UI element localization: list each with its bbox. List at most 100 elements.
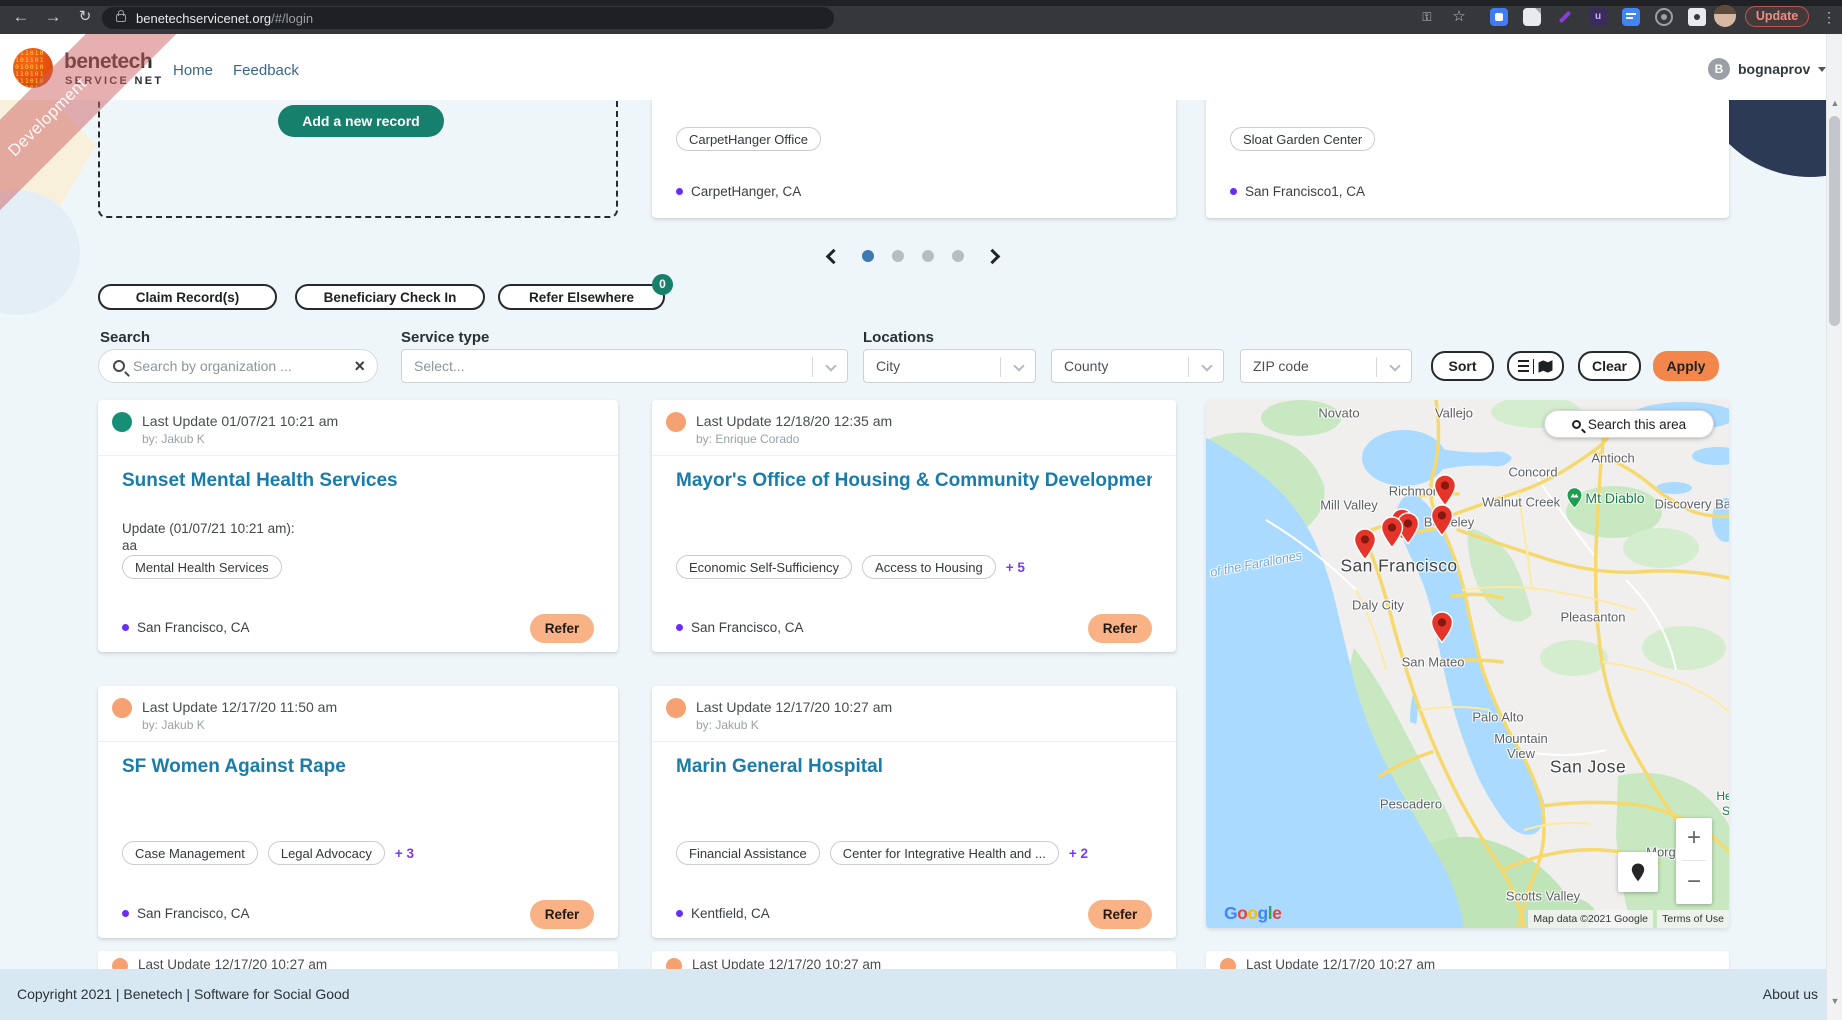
org-title[interactable]: Sunset Mental Health Services (122, 470, 398, 491)
search-icon (1571, 419, 1581, 429)
map-label: Scotts Valley (1505, 888, 1581, 904)
add-record-button[interactable]: Add a new record (278, 105, 444, 137)
puzzle-extensions-icon[interactable] (1688, 8, 1706, 26)
location-dot-icon (676, 188, 683, 195)
list-view-icon (1517, 360, 1529, 372)
video-extension-icon[interactable] (1490, 8, 1508, 26)
zoom-out-button[interactable]: − (1686, 868, 1701, 895)
benetech-logo-icon[interactable]: 011010 101101 010010 110101 011010 101011 (13, 48, 53, 88)
map-label: He (1716, 789, 1729, 803)
more-chips-count[interactable]: + 3 (394, 845, 415, 861)
map-pin[interactable] (1430, 611, 1454, 644)
chrome-update-button[interactable]: Update (1745, 6, 1809, 27)
apply-button[interactable]: Apply (1653, 351, 1719, 381)
update-note: Update (01/07/21 10:21 am): (122, 521, 295, 536)
county-select[interactable]: County (1051, 349, 1224, 383)
carousel-dot[interactable] (952, 250, 964, 262)
service-chip: Mental Health Services (122, 555, 282, 579)
map-label: Richmond (1388, 483, 1448, 499)
carousel-dot[interactable] (922, 250, 934, 262)
clear-search-icon[interactable]: × (354, 356, 365, 376)
refer-button[interactable]: Refer (1088, 900, 1152, 929)
carousel-prev-icon[interactable] (825, 248, 842, 264)
results-map[interactable]: Novato Vallejo Antioch Concord Walnut Creek M… (1206, 400, 1729, 928)
updated-by: by: Jakub K (142, 432, 205, 446)
city-select[interactable]: City (863, 349, 1036, 383)
refer-button[interactable]: Refer (1088, 614, 1152, 643)
scroll-down-icon[interactable]: ▼ (1830, 996, 1840, 1006)
feather-extension-icon[interactable] (1556, 8, 1574, 26)
location-dot-icon (122, 624, 129, 631)
map-pin[interactable] (1353, 528, 1377, 561)
search-input-wrap: × (98, 349, 378, 383)
scroll-up-icon[interactable]: ▲ (1830, 98, 1840, 108)
scrollbar-thumb[interactable] (1829, 116, 1840, 326)
refer-button[interactable]: Refer (530, 614, 594, 643)
location-dot-icon (122, 910, 129, 917)
map-pin[interactable] (1433, 474, 1457, 507)
zip-select[interactable]: ZIP code (1240, 349, 1412, 383)
last-update: Last Update 01/07/21 10:21 am (142, 413, 339, 429)
about-us-link[interactable]: About us (1762, 986, 1818, 1002)
map-pin[interactable] (1430, 504, 1454, 537)
nav-home[interactable]: Home (173, 62, 214, 79)
nav-feedback[interactable]: Feedback (233, 62, 299, 79)
page-scrollbar[interactable]: ▲ ▼ (1826, 34, 1842, 1020)
location-dot-icon (1230, 188, 1237, 195)
partial-result-card: Last Update 12/17/20 10:27 am (652, 951, 1176, 969)
library-extension-icon[interactable]: u (1589, 8, 1607, 26)
notes-extension-icon[interactable] (1523, 8, 1541, 26)
service-type-select[interactable]: Select... (401, 349, 848, 383)
clear-button[interactable]: Clear (1578, 351, 1641, 381)
search-label: Search (100, 329, 151, 346)
map-pin-toggle-button[interactable] (1618, 852, 1658, 892)
translate-extension-icon[interactable] (1622, 8, 1640, 26)
service-chip: Legal Advocacy (267, 841, 385, 865)
browser-chrome: ← → ↻ benetechservicenet.org/#/login ⚿ ☆… (0, 0, 1842, 34)
profile-avatar[interactable] (1714, 5, 1736, 27)
org-location: San Francisco, CA (122, 620, 250, 635)
claim-records-button[interactable]: Claim Record(s) (98, 284, 277, 310)
sort-button[interactable]: Sort (1431, 351, 1494, 381)
carousel-next-icon[interactable] (984, 248, 1001, 264)
site-header: 011010 101101 010010 110101 011010 101011 ben… (0, 34, 1842, 100)
user-avatar: B (1708, 58, 1730, 80)
address-bar[interactable]: benetechservicenet.org/#/login (102, 7, 834, 29)
carousel-dot[interactable] (862, 250, 874, 262)
org-title[interactable]: Mayor's Office of Housing & Community De… (676, 470, 1152, 491)
black-pin-icon (1631, 863, 1645, 881)
terms-of-use-link[interactable]: Terms of Use (1657, 910, 1729, 928)
google-logo[interactable]: Google (1224, 903, 1282, 923)
browser-back-button[interactable]: ← (12, 7, 30, 26)
org-title[interactable]: SF Women Against Rape (122, 756, 346, 777)
search-input[interactable] (133, 358, 347, 374)
chrome-menu-icon[interactable]: ⋮ (1822, 9, 1836, 25)
update-note-body: aa (122, 538, 138, 553)
map-pin[interactable] (1380, 516, 1404, 549)
carousel-nav (825, 248, 1001, 264)
more-chips-count[interactable]: + 5 (1005, 559, 1025, 575)
search-this-area-button[interactable]: Search this area (1544, 410, 1714, 438)
refer-button[interactable]: Refer (530, 900, 594, 929)
map-label: Mill Valley (1320, 497, 1378, 513)
browser-reload-button[interactable]: ↻ (78, 8, 92, 25)
list-map-toggle-button[interactable] (1507, 351, 1564, 381)
browser-forward-button[interactable]: → (44, 7, 62, 26)
chevron-down-icon (1389, 360, 1401, 372)
bookmark-star-icon[interactable]: ☆ (1452, 8, 1466, 25)
decor-blue-blob (0, 190, 80, 315)
carousel-dot[interactable] (892, 250, 904, 262)
org-title[interactable]: Marin General Hospital (676, 756, 883, 777)
refer-elsewhere-button[interactable]: Refer Elsewhere (498, 284, 665, 310)
target-extension-icon[interactable] (1655, 8, 1673, 26)
zoom-in-button[interactable]: + (1686, 824, 1701, 851)
more-chips-count[interactable]: + 2 (1068, 845, 1088, 861)
status-dot (666, 958, 682, 969)
map-label: San Francisco (1340, 555, 1458, 576)
user-menu[interactable]: B bognaprov (1708, 58, 1827, 80)
status-dot (112, 412, 132, 432)
beneficiary-checkin-button[interactable]: Beneficiary Check In (295, 284, 485, 310)
service-chip: Economic Self-Sufficiency (676, 555, 853, 579)
password-key-icon[interactable]: ⚿ (1422, 10, 1432, 24)
service-chips: Economic Self-Sufficiency Access to Hous… (676, 555, 1156, 579)
